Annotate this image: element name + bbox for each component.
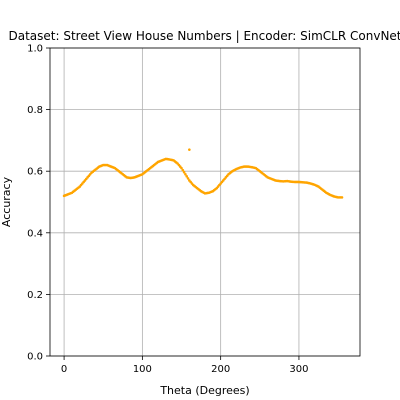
y-tick-label: 0.6 (27, 167, 43, 178)
data-point (180, 166, 183, 170)
grid-lines (50, 47, 360, 357)
y-tick-label: 0.2 (27, 290, 43, 301)
y-tick-label: 0.4 (27, 228, 43, 239)
data-point (340, 196, 344, 199)
x-tick-label: 100 (133, 364, 152, 375)
data-point (188, 148, 191, 151)
data-point (186, 177, 190, 180)
data-point (185, 175, 189, 178)
y-tick-label: 1.0 (27, 44, 43, 55)
y-tick-label: 0.0 (27, 352, 43, 363)
data-point (184, 172, 187, 176)
axis-ticks: 0 100 200 300 0.0 0.2 0.4 0.6 0.8 1.0 (27, 44, 308, 376)
y-tick-label: 0.8 (27, 105, 43, 116)
x-tick-label: 300 (289, 364, 308, 375)
data-point (181, 168, 185, 172)
data-points (62, 148, 344, 199)
x-tick-label: 200 (211, 364, 230, 375)
data-point (182, 170, 186, 174)
y-axis-label: Accuracy (0, 176, 13, 227)
chart-title: Dataset: Street View House Numbers | Enc… (8, 29, 400, 43)
plot-frame (49, 47, 361, 357)
x-tick-label: 0 (61, 364, 67, 375)
x-axis-label: Theta (Degrees) (159, 384, 249, 397)
